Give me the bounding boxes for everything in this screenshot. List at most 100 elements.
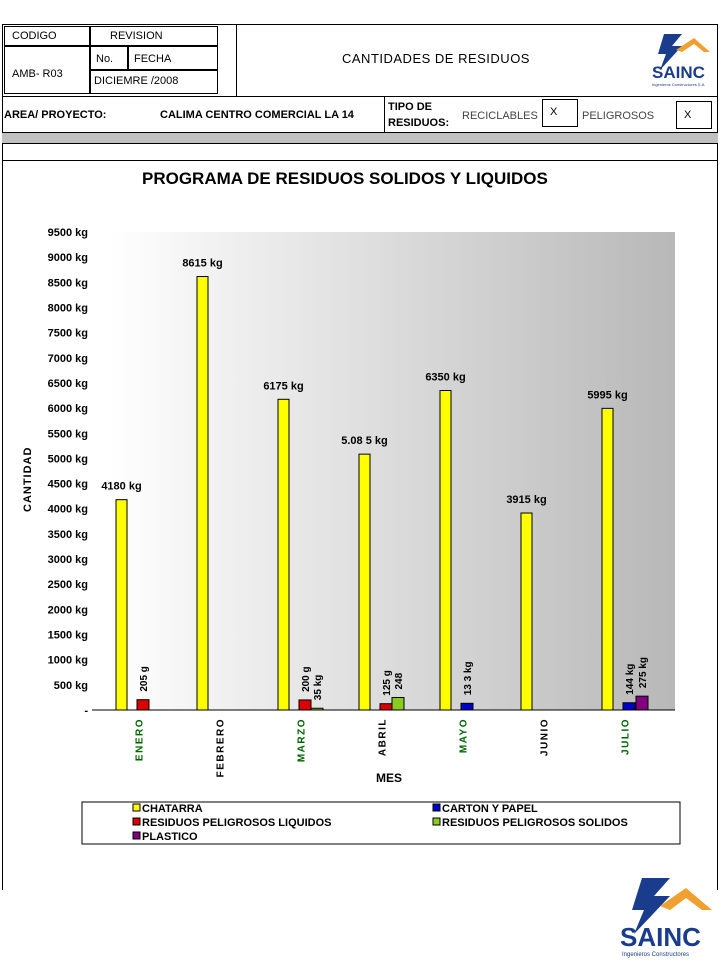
y-tick-label: 2500 kg — [48, 579, 88, 591]
y-tick-label: 1500 kg — [48, 630, 88, 642]
codigo-value-box — [4, 46, 90, 94]
legend-swatch — [132, 817, 141, 826]
sainc-logo: SAINC Ingenieros Constructores S.A. — [652, 34, 710, 87]
bar-data-label: 248 — [394, 672, 405, 689]
logo-text: SAINC — [652, 63, 705, 82]
y-tick-label: 5500 kg — [48, 428, 88, 440]
bar-chatarra-abril — [358, 453, 371, 711]
separator-line — [2, 160, 718, 161]
y-tick-label: 3000 kg — [48, 554, 88, 566]
frame-top — [2, 24, 718, 25]
x-axis-title: MES — [376, 771, 402, 785]
y-tick-label: 2000 kg — [48, 604, 88, 616]
legend-label: CHATARRA — [142, 803, 203, 815]
legend-swatch — [432, 817, 441, 826]
logo-subtext: Ingenieros Constructores S.A. — [652, 82, 705, 87]
y-tick-label: 4500 kg — [48, 479, 88, 491]
logo-bolt-icon — [658, 34, 682, 70]
y-tick-label: 8000 kg — [48, 302, 88, 314]
fecha-label: FECHA — [134, 53, 172, 65]
bar-plastico-julio — [635, 695, 649, 711]
area-divider — [384, 96, 385, 132]
bar-carton-y-papel-mayo — [460, 702, 474, 711]
y-tick-label: 7500 kg — [48, 328, 88, 340]
y-tick-label: 5000 kg — [48, 453, 88, 465]
y-tick-label: 6500 kg — [48, 378, 88, 390]
legend-swatch — [132, 803, 141, 812]
y-tick-label: 6000 kg — [48, 403, 88, 415]
bar-data-label: 35 kg — [313, 675, 324, 701]
footer-logo-bolt-icon — [632, 878, 670, 934]
bar-chatarra-marzo — [277, 398, 290, 711]
bar-data-label: 6350 kg — [425, 371, 465, 383]
bar-data-label: 275 kg — [638, 657, 649, 688]
bar-data-label: 125 g — [382, 670, 393, 696]
project-row-top — [2, 96, 718, 97]
legend-label: CARTON Y PAPEL — [442, 803, 538, 815]
bar-residuos-peligrosos-solidos-abril — [391, 697, 405, 711]
chart: PROGRAMA DE RESIDUOS SOLIDOS Y LIQUIDOS … — [22, 169, 681, 845]
no-label: No. — [96, 53, 114, 65]
reciclables-checkbox — [542, 99, 578, 127]
peligrosos-checkbox — [676, 101, 712, 129]
codigo-label: CODIGO — [12, 30, 57, 42]
category-label-abril: ABRIL — [378, 718, 389, 756]
bar-data-label: 205 g — [139, 666, 150, 692]
legend-box — [81, 801, 681, 845]
tipo-label-1: TIPO DE — [388, 101, 433, 113]
y-tick-label: 7000 kg — [48, 353, 88, 365]
bar-data-label: 13 3 kg — [463, 661, 474, 695]
bar-chatarra-mayo — [439, 389, 452, 711]
bar-data-label: 200 g — [301, 666, 312, 692]
reciclables-mark: X — [550, 106, 558, 118]
bar-data-label: 8615 kg — [182, 258, 222, 270]
y-tick-label: 4000 kg — [48, 504, 88, 516]
y-tick-label: 8500 kg — [48, 277, 88, 289]
category-label-enero: ENERO — [135, 718, 146, 761]
y-tick-label: 9000 kg — [48, 252, 88, 264]
bar-chatarra-enero — [115, 499, 128, 711]
legend-label: PLASTICO — [142, 831, 198, 843]
bar-residuos-peligrosos-liquidos-enero — [136, 699, 150, 711]
legend-swatch — [132, 831, 141, 840]
y-tick-label: 9500 kg — [48, 227, 88, 239]
category-label-marzo: MARZO — [297, 718, 308, 762]
fecha-value: DICIEMRE /2008 — [94, 75, 179, 87]
bar-data-label: 6175 kg — [263, 380, 303, 392]
legend-label: RESIDUOS PELIGROSOS LIQUIDOS — [142, 817, 331, 829]
legend-label: RESIDUOS PELIGROSOS SOLIDOS — [442, 817, 628, 829]
y-tick-label: - — [84, 705, 88, 717]
bar-carton-y-papel-julio — [622, 702, 636, 711]
category-label-julio: JULIO — [621, 718, 632, 755]
bar-chatarra-julio — [601, 407, 614, 711]
bar-data-label: 3915 kg — [506, 494, 546, 506]
category-label-febrero: FEBRERO — [216, 718, 227, 777]
bar-residuos-peligrosos-liquidos-marzo — [298, 699, 312, 711]
bar-data-label: 5995 kg — [587, 389, 627, 401]
revision-box — [90, 26, 218, 46]
y-axis-title: CANTIDAD — [22, 447, 34, 512]
bar-chatarra-febrero — [196, 276, 209, 711]
header-divider — [236, 24, 237, 96]
footer-sainc-logo: SAINC Ingenieros Constructores — [620, 878, 712, 958]
logo-roof-icon — [676, 38, 710, 52]
peligrosos-label: PELIGROSOS — [582, 110, 655, 122]
codigo-box — [4, 26, 90, 46]
plot-area — [108, 232, 675, 710]
fecha-value-box — [90, 70, 218, 94]
reciclables-label: RECICLABLES — [462, 110, 538, 122]
bar-data-label: 5.08 5 kg — [341, 435, 387, 447]
no-box — [90, 46, 128, 70]
footer-logo-roof-icon — [660, 888, 712, 910]
fecha-box — [128, 46, 218, 70]
y-tick-label: 3500 kg — [48, 529, 88, 541]
bar-residuos-peligrosos-liquidos-abril — [379, 703, 393, 711]
revision-label: REVISION — [110, 30, 163, 42]
bar-chatarra-junio — [520, 512, 533, 711]
page-title: CANTIDADES DE RESIDUOS — [342, 51, 530, 66]
legend-swatch — [432, 803, 441, 812]
frame-left — [2, 24, 3, 890]
bar-data-label: 4180 kg — [101, 481, 141, 493]
codigo-value: AMB- R03 — [12, 68, 63, 80]
category-label-junio: JUNIO — [540, 718, 551, 756]
